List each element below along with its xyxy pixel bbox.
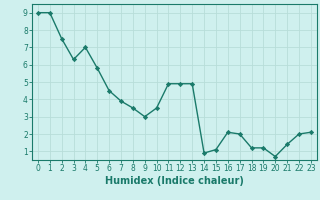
X-axis label: Humidex (Indice chaleur): Humidex (Indice chaleur): [105, 176, 244, 186]
